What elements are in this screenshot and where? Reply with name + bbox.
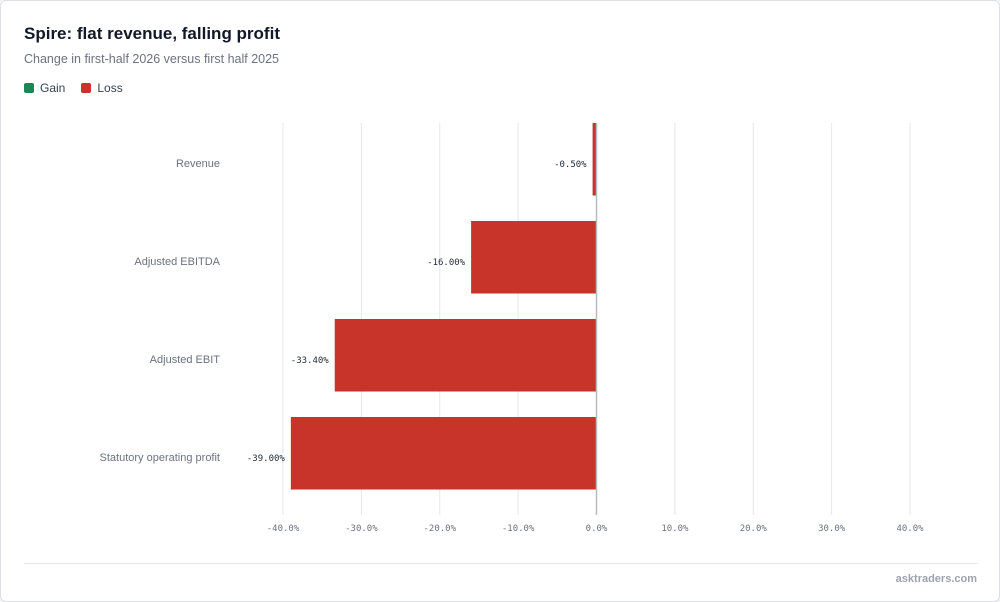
chart-subtitle: Change in first-half 2026 versus first h… <box>24 52 279 66</box>
legend-label-loss: Loss <box>97 81 123 95</box>
x-tick-label: 30.0% <box>818 524 846 534</box>
category-label: Statutory operating profit <box>100 452 220 464</box>
legend-label-gain: Gain <box>40 81 66 95</box>
legend-swatch-loss <box>81 83 92 93</box>
x-tick-label: 10.0% <box>661 524 689 534</box>
chart-title: Spire: flat revenue, falling profit <box>24 24 280 43</box>
legend-swatch-gain <box>24 83 34 93</box>
x-tick-label: 0.0% <box>586 524 608 534</box>
bar <box>334 319 597 392</box>
data-label: -33.40% <box>291 356 330 366</box>
data-label: -16.00% <box>427 258 466 268</box>
bar <box>592 123 597 196</box>
data-label: -39.00% <box>247 454 286 464</box>
bar <box>471 221 597 294</box>
category-label: Adjusted EBIT <box>150 354 221 366</box>
x-tick-label: 20.0% <box>740 524 768 534</box>
footer-divider <box>24 563 978 564</box>
legend-item-gain[interactable]: Gain <box>24 81 65 95</box>
x-tick-label: 40.0% <box>896 524 924 534</box>
x-tick-label: -40.0% <box>267 524 300 534</box>
x-tick-label: -30.0% <box>345 524 378 534</box>
category-label: Revenue <box>176 158 220 170</box>
x-tick-label: -10.0% <box>502 524 535 534</box>
brand-credit: asktraders.com <box>895 573 977 585</box>
legend-item-loss[interactable]: Loss <box>81 81 123 95</box>
x-tick-label: -20.0% <box>423 524 456 534</box>
legend: Gain Loss <box>24 81 123 95</box>
bar <box>290 417 597 490</box>
bar-chart: -40.0% -30.0% -20.0% -10.0% 0.0% 10.0% 20.0% 30… <box>100 123 924 534</box>
category-label: Adjusted EBITDA <box>134 256 220 268</box>
data-label: -0.50% <box>554 160 587 170</box>
